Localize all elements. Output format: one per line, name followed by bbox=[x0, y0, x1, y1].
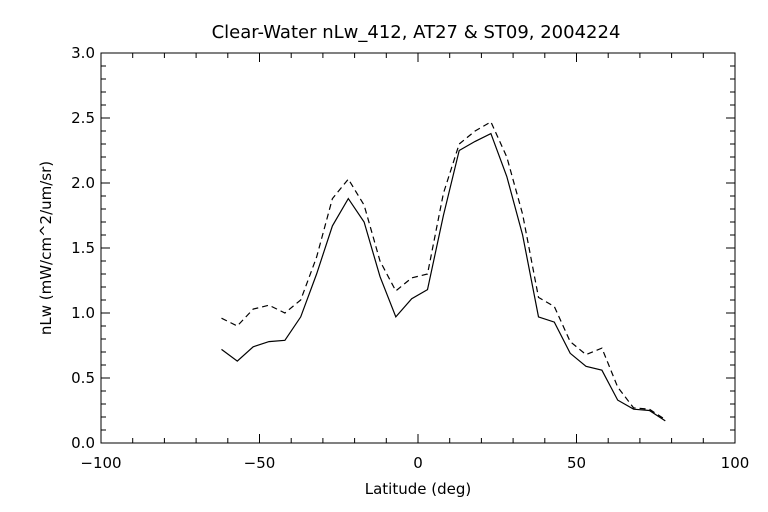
x-tick-label: −50 bbox=[244, 454, 276, 472]
series-line-dashed bbox=[221, 121, 666, 421]
y-tick-label: 1.5 bbox=[71, 239, 95, 257]
axis-ticks bbox=[100, 52, 736, 444]
x-tick-label: 0 bbox=[413, 454, 423, 472]
x-tick-labels: −100 −50 0 50 100 bbox=[80, 454, 749, 472]
series-lines bbox=[221, 121, 666, 422]
series-line-solid bbox=[221, 132, 666, 422]
y-axis-label: nLw (mW/cm^2/um/sr) bbox=[37, 161, 55, 335]
y-tick-label: 3.0 bbox=[71, 44, 95, 62]
y-tick-label: 1.0 bbox=[71, 304, 95, 322]
plot-frame bbox=[100, 52, 736, 444]
y-tick-label: 0.5 bbox=[71, 369, 95, 387]
y-tick-label: 2.5 bbox=[71, 109, 95, 127]
y-tick-label: 2.0 bbox=[71, 174, 95, 192]
x-tick-label: 100 bbox=[721, 454, 750, 472]
y-tick-label: 0.0 bbox=[71, 434, 95, 452]
x-tick-label: −100 bbox=[80, 454, 121, 472]
x-tick-label: 50 bbox=[567, 454, 586, 472]
chart-title: Clear-Water nLw_412, AT27 & ST09, 200422… bbox=[212, 22, 621, 43]
x-axis-label: Latitude (deg) bbox=[365, 480, 471, 498]
y-tick-labels: 0.0 0.5 1.0 1.5 2.0 2.5 3.0 bbox=[71, 44, 95, 452]
